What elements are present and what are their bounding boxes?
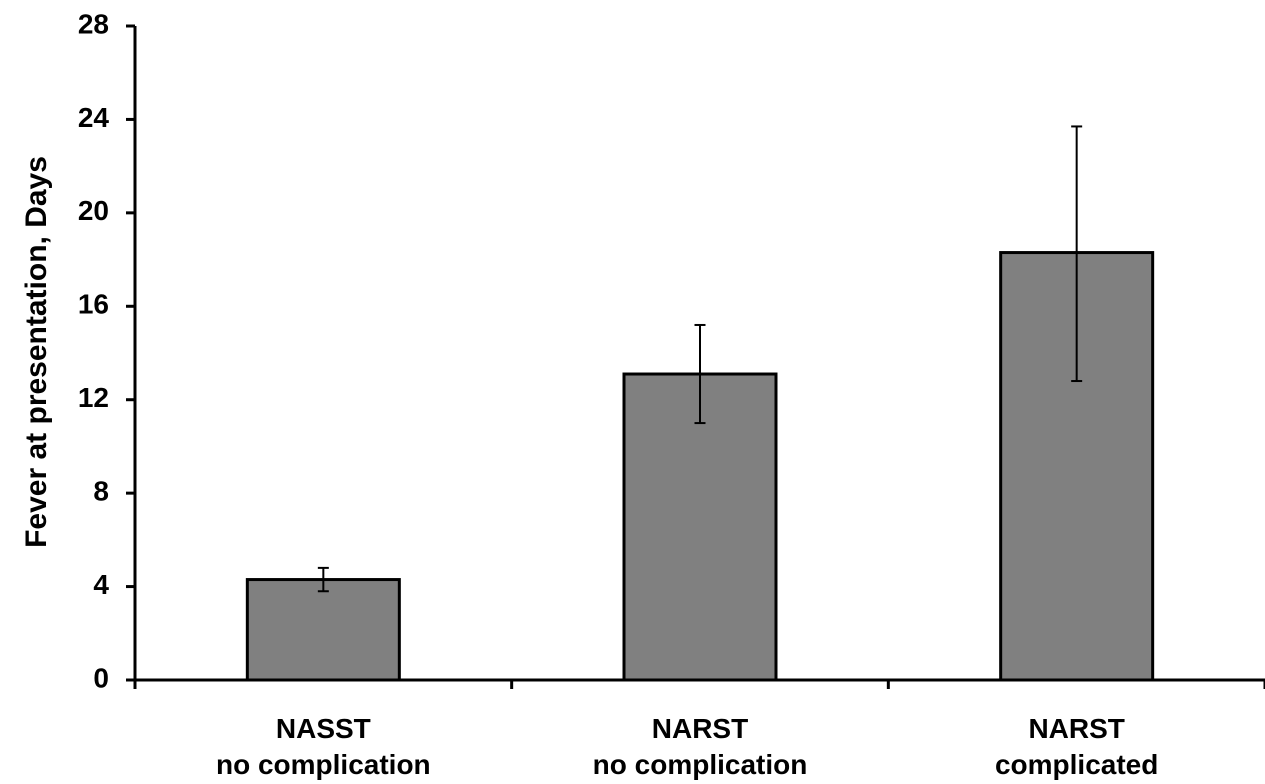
y-axis-title: Fever at presentation, Days	[20, 156, 53, 548]
error-bars-layer	[317, 125, 1083, 593]
x-category-label-1-line-1: no complication	[593, 749, 808, 780]
x-category-label-1-line-0: NARST	[652, 713, 748, 744]
y-tick-label-3: 12	[78, 382, 109, 413]
y-tick-label-5: 20	[78, 195, 109, 226]
x-category-label-2-line-1: complicated	[995, 749, 1158, 780]
y-tick-label-0: 0	[93, 662, 109, 693]
bar-0	[245, 578, 401, 682]
x-category-label-0-line-1: no complication	[216, 749, 431, 780]
y-tick-label-7: 28	[78, 8, 109, 39]
y-tick-label-4: 16	[78, 289, 109, 320]
bars-layer	[245, 251, 1155, 682]
bar-1	[622, 372, 778, 682]
axes-layer	[126, 24, 1265, 689]
y-tick-label-2: 8	[93, 476, 109, 507]
x-category-label-0-line-0: NASST	[276, 713, 371, 744]
labels-layer: 0 4 8 12 16 20 24 28 NASST no complication NARST no…	[78, 8, 1159, 780]
y-tick-label-1: 4	[93, 569, 109, 600]
y-tick-label-6: 24	[78, 102, 110, 133]
x-category-label-2-line-0: NARST	[1028, 713, 1124, 744]
